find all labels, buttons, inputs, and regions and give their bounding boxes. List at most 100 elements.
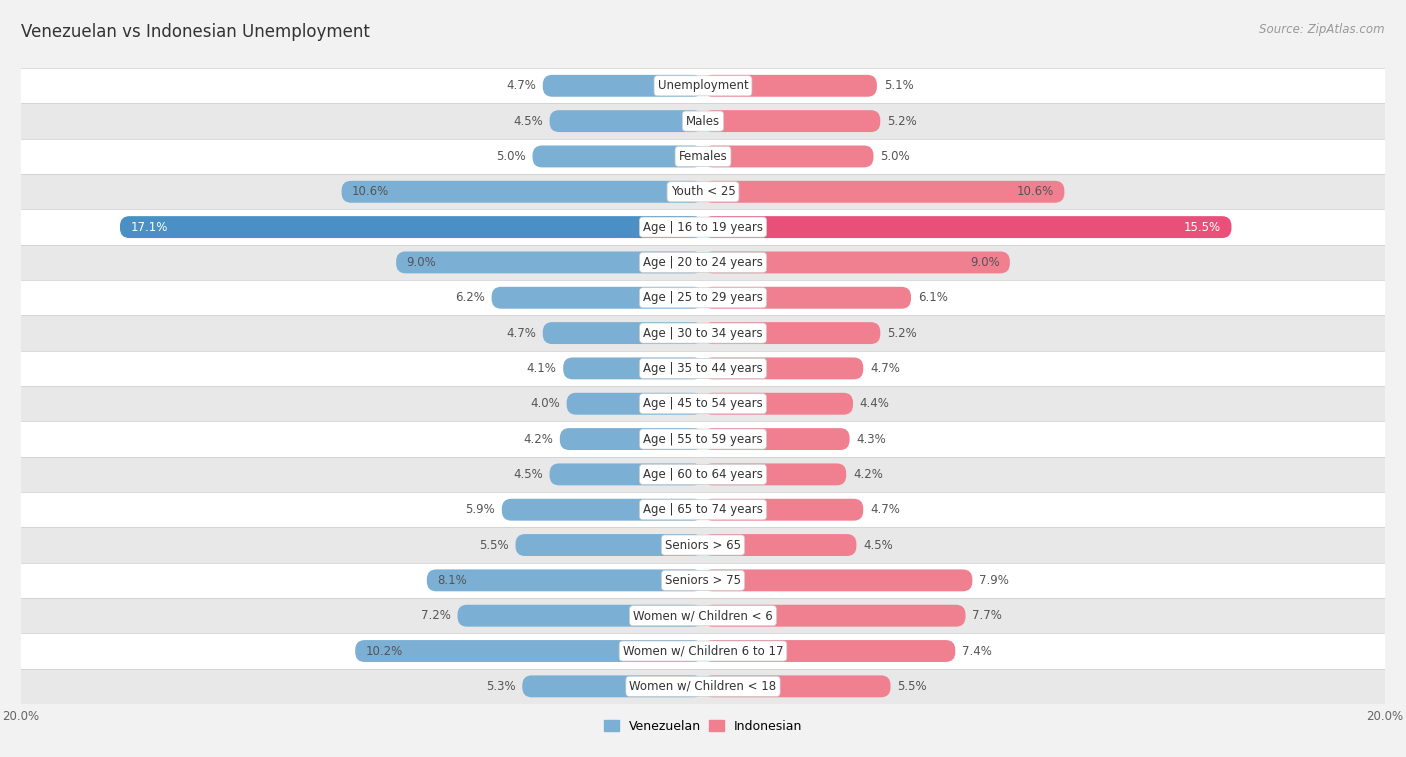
FancyBboxPatch shape <box>703 111 880 132</box>
FancyBboxPatch shape <box>703 675 890 697</box>
FancyBboxPatch shape <box>703 605 966 627</box>
Text: 7.2%: 7.2% <box>420 609 451 622</box>
FancyBboxPatch shape <box>564 357 703 379</box>
Bar <box>21 528 1385 562</box>
FancyBboxPatch shape <box>396 251 703 273</box>
FancyBboxPatch shape <box>120 217 703 238</box>
Text: 6.1%: 6.1% <box>918 291 948 304</box>
Text: 4.7%: 4.7% <box>506 326 536 340</box>
Text: 8.1%: 8.1% <box>437 574 467 587</box>
FancyBboxPatch shape <box>703 181 1064 203</box>
Text: Age | 30 to 34 years: Age | 30 to 34 years <box>643 326 763 340</box>
Text: 7.4%: 7.4% <box>962 644 993 658</box>
FancyBboxPatch shape <box>492 287 703 309</box>
FancyBboxPatch shape <box>703 569 973 591</box>
FancyBboxPatch shape <box>703 428 849 450</box>
Text: 10.6%: 10.6% <box>1017 185 1054 198</box>
Text: Age | 20 to 24 years: Age | 20 to 24 years <box>643 256 763 269</box>
Text: 10.2%: 10.2% <box>366 644 402 658</box>
FancyBboxPatch shape <box>703 534 856 556</box>
FancyBboxPatch shape <box>703 463 846 485</box>
Bar <box>21 210 1385 245</box>
Text: 4.5%: 4.5% <box>863 538 893 552</box>
Legend: Venezuelan, Indonesian: Venezuelan, Indonesian <box>605 720 801 733</box>
FancyBboxPatch shape <box>703 217 1232 238</box>
Text: 5.3%: 5.3% <box>486 680 516 693</box>
Bar <box>21 492 1385 528</box>
Text: 7.9%: 7.9% <box>979 574 1010 587</box>
Text: Age | 35 to 44 years: Age | 35 to 44 years <box>643 362 763 375</box>
Bar <box>21 634 1385 668</box>
Text: 4.7%: 4.7% <box>870 362 900 375</box>
Text: 5.5%: 5.5% <box>897 680 927 693</box>
Text: 6.2%: 6.2% <box>456 291 485 304</box>
FancyBboxPatch shape <box>703 357 863 379</box>
FancyBboxPatch shape <box>703 287 911 309</box>
Text: Women w/ Children < 6: Women w/ Children < 6 <box>633 609 773 622</box>
FancyBboxPatch shape <box>550 111 703 132</box>
Text: 5.2%: 5.2% <box>887 114 917 128</box>
Text: Males: Males <box>686 114 720 128</box>
Text: Seniors > 75: Seniors > 75 <box>665 574 741 587</box>
Text: 9.0%: 9.0% <box>406 256 436 269</box>
FancyBboxPatch shape <box>533 145 703 167</box>
Text: 17.1%: 17.1% <box>131 220 167 234</box>
FancyBboxPatch shape <box>703 499 863 521</box>
Text: 5.1%: 5.1% <box>884 79 914 92</box>
FancyBboxPatch shape <box>427 569 703 591</box>
FancyBboxPatch shape <box>516 534 703 556</box>
Text: Age | 65 to 74 years: Age | 65 to 74 years <box>643 503 763 516</box>
Bar <box>21 668 1385 704</box>
Text: Age | 25 to 29 years: Age | 25 to 29 years <box>643 291 763 304</box>
Text: Age | 60 to 64 years: Age | 60 to 64 years <box>643 468 763 481</box>
Bar <box>21 245 1385 280</box>
FancyBboxPatch shape <box>502 499 703 521</box>
Bar <box>21 68 1385 104</box>
Text: 5.0%: 5.0% <box>880 150 910 163</box>
Text: 4.1%: 4.1% <box>526 362 557 375</box>
Bar <box>21 280 1385 316</box>
FancyBboxPatch shape <box>356 640 703 662</box>
Text: 5.2%: 5.2% <box>887 326 917 340</box>
Text: 5.5%: 5.5% <box>479 538 509 552</box>
Text: Females: Females <box>679 150 727 163</box>
Text: Source: ZipAtlas.com: Source: ZipAtlas.com <box>1260 23 1385 36</box>
Text: 15.5%: 15.5% <box>1184 220 1222 234</box>
FancyBboxPatch shape <box>703 322 880 344</box>
Bar <box>21 422 1385 456</box>
Text: 9.0%: 9.0% <box>970 256 1000 269</box>
Text: 5.0%: 5.0% <box>496 150 526 163</box>
Text: 4.7%: 4.7% <box>506 79 536 92</box>
Text: Age | 16 to 19 years: Age | 16 to 19 years <box>643 220 763 234</box>
FancyBboxPatch shape <box>560 428 703 450</box>
FancyBboxPatch shape <box>703 75 877 97</box>
FancyBboxPatch shape <box>342 181 703 203</box>
FancyBboxPatch shape <box>522 675 703 697</box>
FancyBboxPatch shape <box>703 251 1010 273</box>
Text: 4.3%: 4.3% <box>856 432 886 446</box>
FancyBboxPatch shape <box>543 75 703 97</box>
Bar <box>21 456 1385 492</box>
Bar <box>21 316 1385 350</box>
Bar <box>21 104 1385 139</box>
FancyBboxPatch shape <box>703 145 873 167</box>
Bar <box>21 598 1385 634</box>
FancyBboxPatch shape <box>457 605 703 627</box>
FancyBboxPatch shape <box>550 463 703 485</box>
Text: Women w/ Children 6 to 17: Women w/ Children 6 to 17 <box>623 644 783 658</box>
Text: Age | 45 to 54 years: Age | 45 to 54 years <box>643 397 763 410</box>
FancyBboxPatch shape <box>703 640 955 662</box>
Bar <box>21 174 1385 210</box>
Bar <box>21 139 1385 174</box>
FancyBboxPatch shape <box>567 393 703 415</box>
Text: Unemployment: Unemployment <box>658 79 748 92</box>
Text: 5.9%: 5.9% <box>465 503 495 516</box>
Text: Seniors > 65: Seniors > 65 <box>665 538 741 552</box>
Text: 7.7%: 7.7% <box>973 609 1002 622</box>
Text: 4.2%: 4.2% <box>853 468 883 481</box>
FancyBboxPatch shape <box>543 322 703 344</box>
FancyBboxPatch shape <box>703 393 853 415</box>
Text: Youth < 25: Youth < 25 <box>671 185 735 198</box>
Text: 4.2%: 4.2% <box>523 432 553 446</box>
Bar <box>21 386 1385 422</box>
